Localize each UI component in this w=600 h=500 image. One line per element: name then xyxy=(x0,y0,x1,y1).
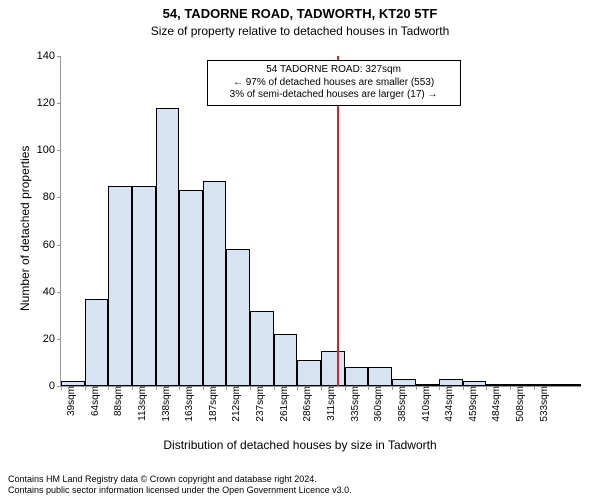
histogram-bar xyxy=(108,186,132,386)
footer-line2: Contains public sector information licen… xyxy=(8,485,352,496)
x-tick-mark xyxy=(534,386,535,390)
y-tick-mark xyxy=(57,56,61,57)
y-tick-mark xyxy=(57,339,61,340)
x-tick-mark xyxy=(203,386,204,390)
histogram-bar xyxy=(557,384,581,386)
chart-subtitle: Size of property relative to detached ho… xyxy=(0,24,600,38)
x-tick-label: 533sqm xyxy=(537,386,550,422)
x-tick-mark xyxy=(85,386,86,390)
x-tick-label: 39sqm xyxy=(64,386,77,416)
callout-line3: 3% of semi-detached houses are larger (1… xyxy=(214,89,454,102)
histogram-bar xyxy=(439,379,463,386)
x-tick-label: 335sqm xyxy=(348,386,361,422)
y-tick-mark xyxy=(57,245,61,246)
property-marker-line xyxy=(337,56,339,386)
x-tick-mark xyxy=(392,386,393,390)
x-tick-label: 508sqm xyxy=(513,386,526,422)
x-tick-label: 385sqm xyxy=(395,386,408,422)
x-tick-mark xyxy=(250,386,251,390)
x-tick-mark xyxy=(108,386,109,390)
histogram-bar xyxy=(368,367,392,386)
y-tick-mark xyxy=(57,292,61,293)
x-tick-mark xyxy=(416,386,417,390)
histogram-bar xyxy=(297,360,321,386)
histogram-bar xyxy=(179,190,203,386)
x-tick-mark xyxy=(368,386,369,390)
x-tick-mark xyxy=(321,386,322,390)
callout-line2: ← 97% of detached houses are smaller (55… xyxy=(214,77,454,90)
x-tick-label: 410sqm xyxy=(419,386,432,422)
chart-stage: 54, TADORNE ROAD, TADWORTH, KT20 5TF Siz… xyxy=(0,0,600,500)
x-tick-mark xyxy=(226,386,227,390)
x-tick-label: 237sqm xyxy=(253,386,266,422)
histogram-bar xyxy=(250,311,274,386)
x-tick-label: 484sqm xyxy=(489,386,502,422)
y-tick-mark xyxy=(57,103,61,104)
x-tick-mark xyxy=(156,386,157,390)
x-tick-label: 64sqm xyxy=(88,386,101,416)
x-tick-label: 360sqm xyxy=(371,386,384,422)
x-tick-mark xyxy=(486,386,487,390)
histogram-bar xyxy=(132,186,156,386)
x-tick-label: 286sqm xyxy=(300,386,313,422)
x-tick-mark xyxy=(297,386,298,390)
x-tick-mark xyxy=(463,386,464,390)
x-tick-label: 88sqm xyxy=(111,386,124,416)
y-axis-label: Number of detached properties xyxy=(18,146,32,311)
x-tick-label: 113sqm xyxy=(135,386,148,421)
plot-area: 02040608010012014039sqm64sqm88sqm113sqm1… xyxy=(60,56,581,387)
histogram-bar xyxy=(274,334,298,386)
x-tick-mark xyxy=(61,386,62,390)
histogram-bar xyxy=(203,181,227,386)
x-tick-mark xyxy=(510,386,511,390)
x-tick-mark xyxy=(132,386,133,390)
x-tick-label: 261sqm xyxy=(277,386,290,422)
x-tick-label: 212sqm xyxy=(229,386,242,422)
x-tick-mark xyxy=(345,386,346,390)
callout-line1: 54 TADORNE ROAD: 327sqm xyxy=(214,64,454,77)
histogram-bar xyxy=(392,379,416,386)
histogram-bar xyxy=(226,249,250,386)
x-tick-label: 311sqm xyxy=(324,386,337,421)
histogram-bar xyxy=(345,367,369,386)
x-tick-mark xyxy=(179,386,180,390)
x-tick-label: 434sqm xyxy=(442,386,455,422)
x-tick-mark xyxy=(439,386,440,390)
x-tick-label: 163sqm xyxy=(182,386,195,422)
chart-title: 54, TADORNE ROAD, TADWORTH, KT20 5TF xyxy=(0,6,600,21)
x-tick-label: 138sqm xyxy=(159,386,172,422)
footer-attribution: Contains HM Land Registry data © Crown c… xyxy=(8,474,352,496)
x-tick-label: 187sqm xyxy=(206,386,219,422)
histogram-bar xyxy=(85,299,109,386)
property-callout: 54 TADORNE ROAD: 327sqm← 97% of detached… xyxy=(207,60,461,106)
y-tick-mark xyxy=(57,197,61,198)
footer-line1: Contains HM Land Registry data © Crown c… xyxy=(8,474,352,485)
y-tick-mark xyxy=(57,150,61,151)
x-tick-mark xyxy=(274,386,275,390)
histogram-bar xyxy=(156,108,180,386)
histogram-bar xyxy=(321,351,345,386)
x-tick-label: 459sqm xyxy=(466,386,479,422)
x-axis-label: Distribution of detached houses by size … xyxy=(0,438,600,452)
